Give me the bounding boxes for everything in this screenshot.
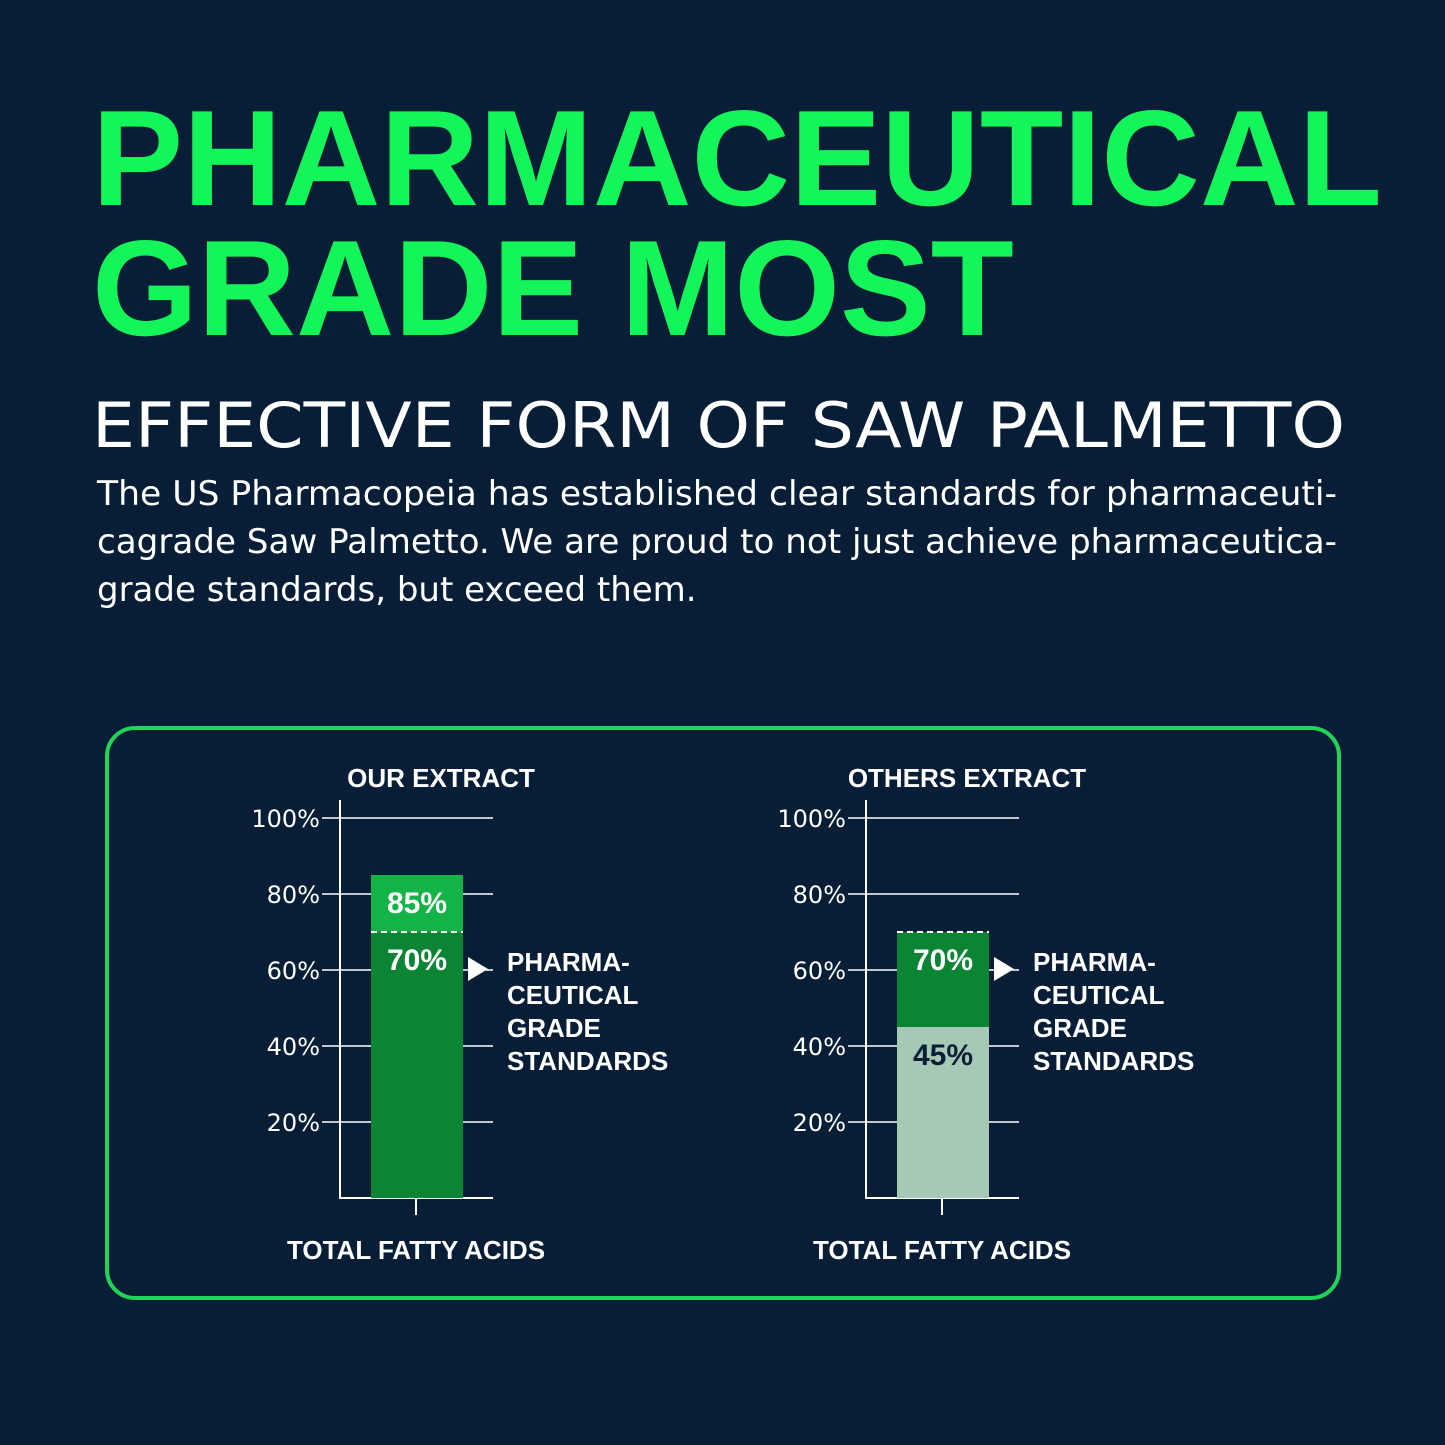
y-tick-label: 100% [777,805,846,833]
annotation-line: STANDARDS [507,1046,668,1076]
paragraph-line: cagrade Saw Palmetto. We are proud to no… [97,522,1337,562]
chart-title: OUR EXTRACT [347,763,535,793]
chart-frame [105,726,1341,1300]
y-tick-label: 80% [267,881,320,909]
annotation-line: GRADE [507,1013,601,1043]
x-tick-label: TOTAL FATTY ACIDS [287,1235,545,1265]
value-label: 45% [913,1039,973,1072]
y-tick-label: 100% [251,805,320,833]
bar [897,1027,989,1198]
y-tick-label: 40% [267,1033,320,1061]
annotation-line: CEUTICAL [507,980,639,1010]
title-line: PHARMACEUTICAL [92,82,1382,234]
y-tick-label: 20% [267,1109,320,1137]
annotation-line: GRADE [1033,1013,1127,1043]
annotation-line: PHARMA- [507,947,630,977]
annotation-line: PHARMA- [1033,947,1156,977]
chart-title: OTHERS EXTRACT [848,763,1086,793]
value-label: 70% [913,944,973,977]
x-tick-label: TOTAL FATTY ACIDS [813,1235,1071,1265]
subtitle: EFFECTIVE FORM OF SAW PALMETTO [92,389,1345,462]
y-tick-label: 60% [793,957,846,985]
annotation-arrow [994,957,1014,981]
y-tick-label: 40% [793,1033,846,1061]
y-tick-label: 80% [793,881,846,909]
y-tick-label: 20% [793,1109,846,1137]
annotation-line: CEUTICAL [1033,980,1165,1010]
title-line: GRADE MOST [92,212,1014,364]
value-label: 70% [387,944,447,977]
y-tick-label: 60% [267,957,320,985]
paragraph-line: The US Pharmacopeia has established clea… [96,474,1337,514]
paragraph-line: grade standards, but exceed them. [97,570,697,610]
annotation-arrow [468,957,488,981]
value-label: 85% [387,887,447,920]
bar [371,932,463,1198]
annotation-line: STANDARDS [1033,1046,1194,1076]
